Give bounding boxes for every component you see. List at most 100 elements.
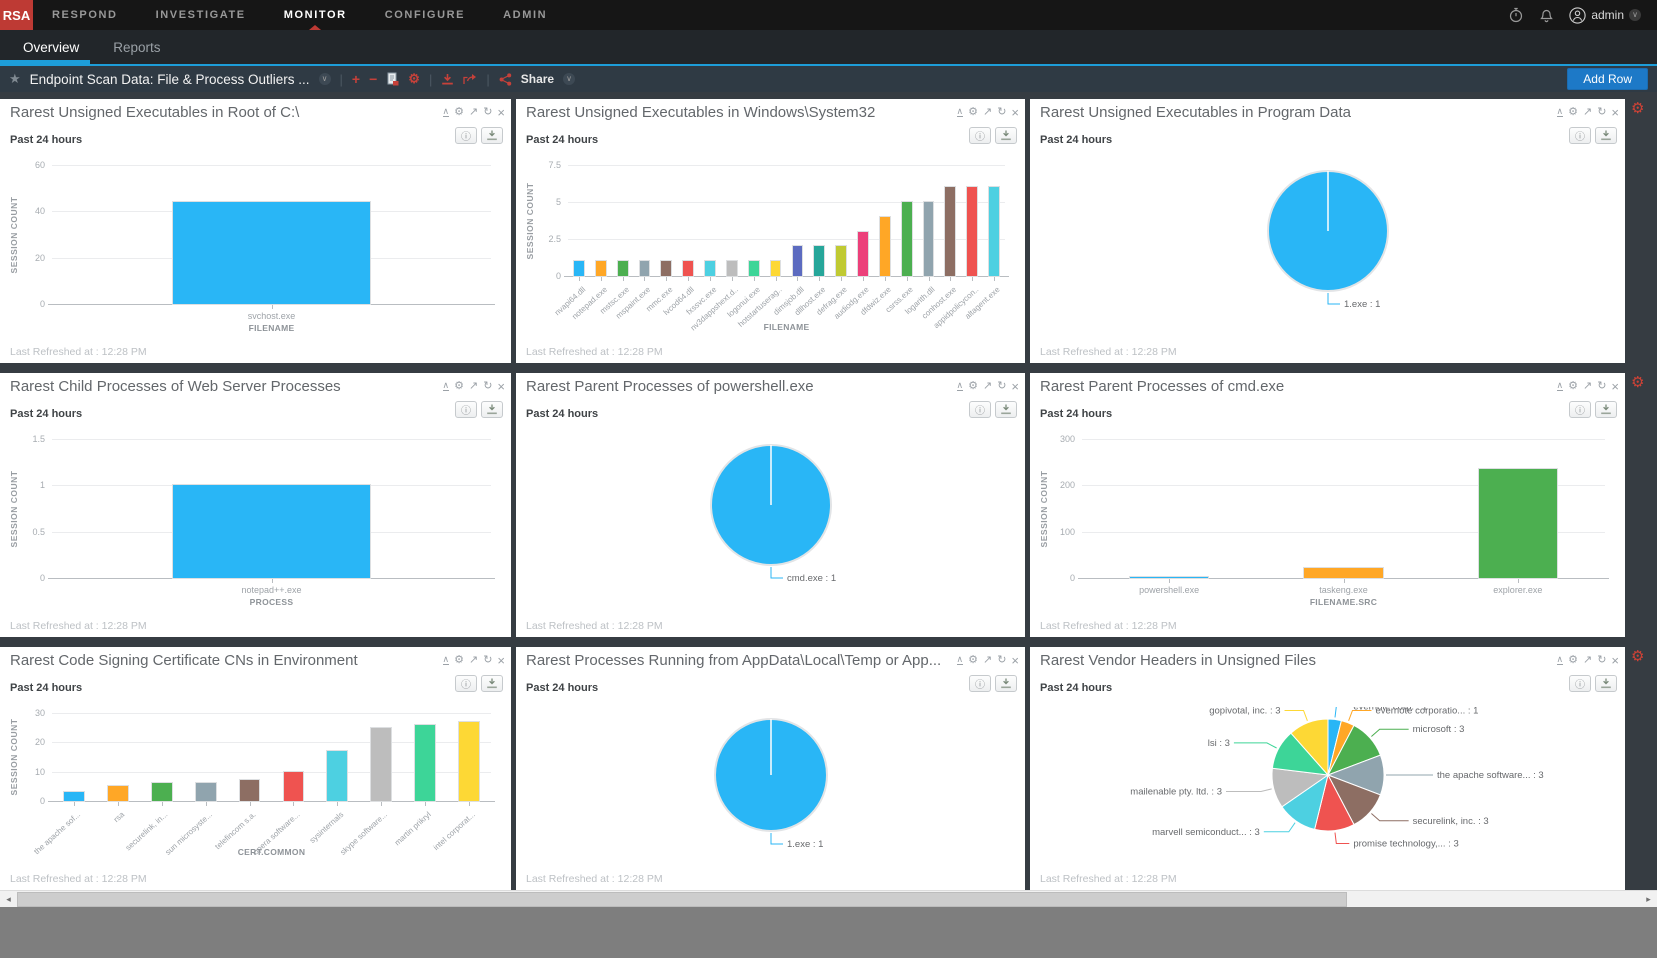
refresh-icon[interactable]: ↻	[997, 106, 1007, 118]
bar[interactable]	[574, 261, 584, 276]
refresh-icon[interactable]: ↻	[997, 654, 1007, 666]
download-button[interactable]	[481, 127, 503, 144]
info-button[interactable]: ⓘ	[969, 127, 991, 144]
nav-item-monitor[interactable]: MONITOR	[265, 0, 366, 30]
nav-item-respond[interactable]: RESPOND	[52, 9, 118, 21]
settings-gear-icon[interactable]: ⚙	[968, 380, 978, 392]
row-settings-gear-icon[interactable]: ⚙	[1631, 648, 1645, 665]
refresh-icon[interactable]: ↻	[1597, 106, 1607, 118]
bar[interactable]	[923, 202, 934, 276]
settings-gear-icon[interactable]: ⚙	[454, 380, 464, 392]
bar[interactable]	[617, 261, 628, 276]
settings-gear-icon[interactable]: ⚙	[1568, 380, 1578, 392]
nav-item-configure[interactable]: CONFIGURE	[384, 9, 466, 21]
bar[interactable]	[858, 231, 868, 276]
download-button[interactable]	[481, 401, 503, 418]
close-icon[interactable]: ×	[1011, 653, 1019, 668]
close-icon[interactable]: ×	[1611, 379, 1619, 394]
info-button[interactable]: ⓘ	[1569, 127, 1591, 144]
scroll-left-button[interactable]: ◂	[0, 891, 17, 908]
collapse-icon[interactable]: ∧	[1556, 654, 1564, 665]
scrollbar-thumb[interactable]	[17, 892, 1347, 907]
collapse-icon[interactable]: ∧	[442, 654, 450, 665]
bar[interactable]	[836, 246, 847, 276]
refresh-icon[interactable]: ↻	[483, 106, 493, 118]
bar[interactable]	[371, 727, 392, 801]
notifications-bell-icon[interactable]	[1539, 7, 1554, 23]
add-dashlet-icon[interactable]: +	[351, 71, 361, 87]
settings-gear-icon[interactable]: ⚙	[454, 654, 464, 666]
bar[interactable]	[705, 261, 715, 276]
bar[interactable]	[107, 786, 128, 801]
bar[interactable]	[989, 187, 999, 276]
close-icon[interactable]: ×	[497, 653, 505, 668]
refresh-icon[interactable]: ↻	[483, 654, 493, 666]
collapse-icon[interactable]: ∧	[956, 654, 964, 665]
bar[interactable]	[683, 261, 694, 276]
settings-gear-icon[interactable]: ⚙	[1568, 654, 1578, 666]
close-icon[interactable]: ×	[1011, 379, 1019, 394]
scroll-right-button[interactable]: ▸	[1640, 891, 1657, 908]
collapse-icon[interactable]: ∧	[442, 106, 450, 117]
refresh-icon[interactable]: ↻	[1597, 380, 1607, 392]
bar[interactable]	[770, 261, 781, 276]
download-button[interactable]	[1595, 127, 1617, 144]
info-button[interactable]: ⓘ	[1569, 675, 1591, 692]
bar[interactable]	[748, 261, 759, 276]
horizontal-scrollbar[interactable]: ◂ ▸	[0, 890, 1657, 908]
close-icon[interactable]: ×	[497, 379, 505, 394]
export-share-out-icon[interactable]	[463, 73, 477, 85]
download-button[interactable]	[995, 401, 1017, 418]
add-row-button[interactable]: Add Row	[1567, 68, 1648, 90]
info-button[interactable]: ⓘ	[969, 401, 991, 418]
tab-overview[interactable]: Overview	[0, 30, 96, 64]
row-settings-gear-icon[interactable]: ⚙	[1631, 100, 1645, 117]
bar[interactable]	[151, 783, 172, 801]
expand-icon[interactable]: ↗	[1582, 380, 1593, 392]
bar[interactable]	[172, 485, 371, 578]
info-button[interactable]: ⓘ	[969, 675, 991, 692]
bar[interactable]	[967, 187, 978, 276]
settings-gear-icon[interactable]: ⚙	[454, 106, 464, 118]
bar[interactable]	[901, 202, 912, 276]
bar[interactable]	[1129, 577, 1209, 578]
expand-icon[interactable]: ↗	[1582, 106, 1593, 118]
bar[interactable]	[1304, 567, 1383, 578]
pie-slice[interactable]	[1290, 718, 1329, 777]
refresh-icon[interactable]: ↻	[997, 380, 1007, 392]
bar[interactable]	[195, 783, 216, 801]
bar[interactable]	[283, 771, 304, 801]
refresh-icon[interactable]: ↻	[483, 380, 493, 392]
bar[interactable]	[172, 202, 371, 304]
bar[interactable]	[726, 261, 737, 276]
remove-dashlet-icon[interactable]: −	[369, 71, 378, 87]
report-icon[interactable]	[386, 72, 399, 86]
download-button[interactable]	[1595, 675, 1617, 692]
settings-gear-icon[interactable]: ⚙	[1568, 106, 1578, 118]
collapse-icon[interactable]: ∧	[1556, 106, 1564, 117]
info-button[interactable]: ⓘ	[455, 401, 477, 418]
info-button[interactable]: ⓘ	[455, 127, 477, 144]
download-button[interactable]	[481, 675, 503, 692]
info-button[interactable]: ⓘ	[1569, 401, 1591, 418]
bar[interactable]	[239, 780, 260, 801]
tab-reports[interactable]: Reports	[113, 39, 161, 55]
download-button[interactable]	[995, 675, 1017, 692]
bar[interactable]	[879, 216, 890, 276]
settings-gear-icon[interactable]: ⚙	[968, 106, 978, 118]
expand-icon[interactable]: ↗	[1582, 654, 1593, 666]
bar[interactable]	[327, 751, 348, 801]
favorite-star-icon[interactable]: ★	[9, 71, 21, 86]
close-icon[interactable]: ×	[1611, 105, 1619, 120]
stopwatch-icon[interactable]	[1508, 7, 1524, 23]
dashboard-title-menu-icon[interactable]: ∨	[318, 73, 331, 85]
bar[interactable]	[639, 261, 650, 276]
bar[interactable]	[459, 721, 479, 801]
bar[interactable]	[64, 792, 84, 801]
share-icon[interactable]	[499, 72, 512, 86]
collapse-icon[interactable]: ∧	[1556, 380, 1564, 391]
settings-gear-icon[interactable]: ⚙	[968, 654, 978, 666]
user-menu[interactable]: admin ∨	[1569, 6, 1641, 24]
nav-item-admin[interactable]: ADMIN	[503, 9, 548, 21]
close-icon[interactable]: ×	[497, 105, 505, 120]
